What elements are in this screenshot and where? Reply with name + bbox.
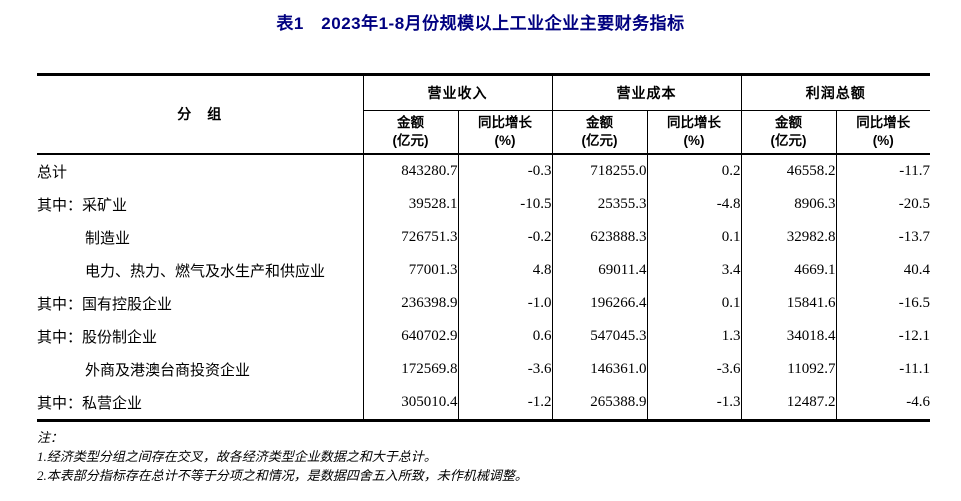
data-cell: -0.2 bbox=[457, 220, 552, 254]
data-cell: 640702.9 bbox=[362, 319, 458, 353]
data-cell: -1.3 bbox=[646, 385, 741, 420]
column-group-profit: 利润总额 bbox=[740, 74, 930, 111]
row-label: 总计 bbox=[37, 163, 68, 181]
data-cell: 0.2 bbox=[646, 153, 741, 188]
subheader-profit-amount: 金额 (亿元) bbox=[740, 110, 836, 155]
data-cell: 69011.4 bbox=[551, 253, 647, 287]
data-cell: 843280.7 bbox=[362, 153, 458, 188]
data-cell: 718255.0 bbox=[551, 153, 647, 188]
table-row: 电力、热力、燃气及水生产和供应业 77001.3 4.8 69011.4 3.4… bbox=[37, 253, 930, 287]
data-cell: -20.5 bbox=[835, 187, 930, 221]
data-cell: 40.4 bbox=[835, 253, 930, 287]
data-cell: 32982.8 bbox=[740, 220, 836, 254]
footnote-item: 1.经济类型分组之间存在交叉，故各经济类型企业数据之和大于总计。 bbox=[37, 448, 437, 464]
data-cell: 39528.1 bbox=[362, 187, 458, 221]
table-row: 外商及港澳台商投资企业 172569.8 -3.6 146361.0 -3.6 … bbox=[37, 352, 930, 386]
data-cell: 4.8 bbox=[457, 253, 552, 287]
data-cell: 0.6 bbox=[457, 319, 552, 353]
data-cell: 34018.4 bbox=[740, 319, 836, 353]
subheader-cost-growth: 同比增长 (%) bbox=[646, 110, 741, 155]
data-cell: -0.3 bbox=[457, 153, 552, 188]
data-cell: 623888.3 bbox=[551, 220, 647, 254]
data-cell: -16.5 bbox=[835, 286, 930, 320]
data-cell: 1.3 bbox=[646, 319, 741, 353]
subheader-cost-amount: 金额 (亿元) bbox=[551, 110, 647, 155]
row-label: 其中：私营企业 bbox=[37, 394, 143, 412]
data-cell: 547045.3 bbox=[551, 319, 647, 353]
row-label: 其中：股份制企业 bbox=[37, 328, 158, 346]
table-row: 其中：股份制企业 640702.9 0.6 547045.3 1.3 34018… bbox=[37, 319, 930, 353]
data-cell: 265388.9 bbox=[551, 385, 647, 420]
column-group-revenue: 营业收入 bbox=[362, 74, 552, 111]
data-cell: 0.1 bbox=[646, 220, 741, 254]
subheader-revenue-amount: 金额 (亿元) bbox=[362, 110, 458, 155]
column-group-cost: 营业成本 bbox=[551, 74, 741, 111]
data-cell: -11.1 bbox=[835, 352, 930, 386]
data-cell: 46558.2 bbox=[740, 153, 836, 188]
data-cell: -1.2 bbox=[457, 385, 552, 420]
data-cell: -3.6 bbox=[646, 352, 741, 386]
table-row: 其中：采矿业 39528.1 -10.5 25355.3 -4.8 8906.3… bbox=[37, 187, 930, 221]
data-cell: 25355.3 bbox=[551, 187, 647, 221]
corner-header-group: 分 组 bbox=[37, 74, 363, 155]
footnotes: 注： 1.经济类型分组之间存在交叉，故各经济类型企业数据之和大于总计。 2.本表… bbox=[37, 428, 961, 485]
data-cell: 15841.6 bbox=[740, 286, 836, 320]
financial-indicators-table: 分 组 营业收入 营业成本 利润总额 金额 (亿元) 同比增长 (%) 金 bbox=[37, 73, 930, 422]
footnote-item: 2.本表部分指标存在总计不等于分项之和情况，是数据四舍五入所致，未作机械调整。 bbox=[37, 467, 528, 483]
row-label: 制造业 bbox=[85, 229, 131, 247]
row-label: 其中：国有控股企业 bbox=[37, 295, 173, 313]
data-cell: 3.4 bbox=[646, 253, 741, 287]
data-cell: 236398.9 bbox=[362, 286, 458, 320]
table-row: 其中：私营企业 305010.4 -1.2 265388.9 -1.3 1248… bbox=[37, 385, 930, 420]
data-cell: -3.6 bbox=[457, 352, 552, 386]
subheader-profit-growth: 同比增长 (%) bbox=[835, 110, 930, 155]
data-cell: 77001.3 bbox=[362, 253, 458, 287]
row-label: 电力、热力、燃气及水生产和供应业 bbox=[85, 262, 326, 280]
data-cell: 12487.2 bbox=[740, 385, 836, 420]
data-cell: -12.1 bbox=[835, 319, 930, 353]
data-cell: 0.1 bbox=[646, 286, 741, 320]
data-cell: -11.7 bbox=[835, 153, 930, 188]
data-cell: 4669.1 bbox=[740, 253, 836, 287]
footnote-heading: 注： bbox=[37, 429, 64, 445]
table-row: 制造业 726751.3 -0.2 623888.3 0.1 32982.8 -… bbox=[37, 220, 930, 254]
data-cell: -4.6 bbox=[835, 385, 930, 420]
page-title: 表1 2023年1-8月份规模以上工业企业主要财务指标 bbox=[276, 14, 685, 33]
data-cell: 172569.8 bbox=[362, 352, 458, 386]
data-cell: 726751.3 bbox=[362, 220, 458, 254]
row-label: 外商及港澳台商投资企业 bbox=[85, 361, 251, 379]
table-row: 总计 843280.7 -0.3 718255.0 0.2 46558.2 -1… bbox=[37, 153, 930, 188]
data-cell: 11092.7 bbox=[740, 352, 836, 386]
header-group-row: 分 组 营业收入 营业成本 利润总额 bbox=[37, 74, 930, 155]
subheader-revenue-growth: 同比增长 (%) bbox=[457, 110, 552, 155]
data-cell: 8906.3 bbox=[740, 187, 836, 221]
data-cell: 305010.4 bbox=[362, 385, 458, 420]
data-cell: -1.0 bbox=[457, 286, 552, 320]
table-container: 分 组 营业收入 营业成本 利润总额 金额 (亿元) 同比增长 (%) 金 bbox=[37, 73, 930, 422]
data-cell: 146361.0 bbox=[551, 352, 647, 386]
table-row: 其中：国有控股企业 236398.9 -1.0 196266.4 0.1 158… bbox=[37, 286, 930, 320]
data-cell: -10.5 bbox=[457, 187, 552, 221]
row-label: 其中：采矿业 bbox=[37, 196, 128, 214]
data-cell: 196266.4 bbox=[551, 286, 647, 320]
data-cell: -4.8 bbox=[646, 187, 741, 221]
header-sub-row: 金额 (亿元) 同比增长 (%) 金额 (亿元) 同比增长 (%) bbox=[37, 110, 930, 155]
data-cell: -13.7 bbox=[835, 220, 930, 254]
